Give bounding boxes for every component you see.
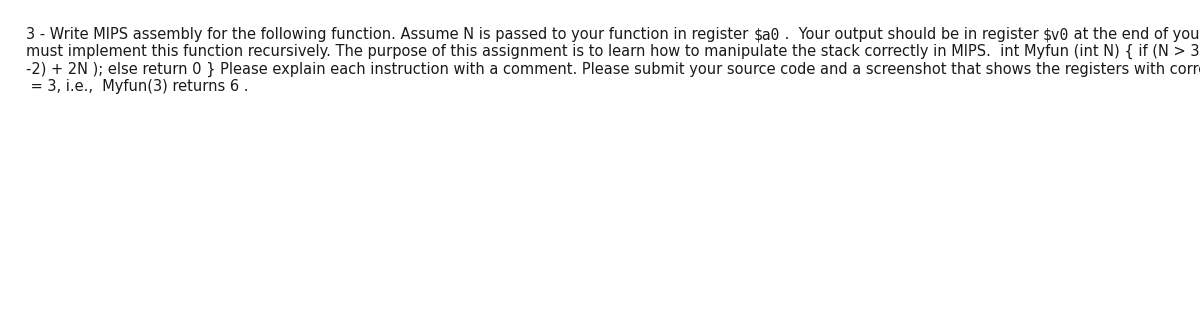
- Text: $a0: $a0: [754, 27, 780, 42]
- Text: $v0: $v0: [1043, 27, 1069, 42]
- Text: at the end of your function. Note: You: at the end of your function. Note: You: [1069, 27, 1200, 42]
- Text: .  Your output should be in register: . Your output should be in register: [780, 27, 1043, 42]
- Text: = 3, i.e.,  Myfun(3) returns 6 .: = 3, i.e., Myfun(3) returns 6 .: [26, 79, 248, 94]
- Text: must implement this function recursively. The purpose of this assignment is to l: must implement this function recursively…: [26, 44, 1200, 59]
- Text: 3 - Write MIPS assembly for the following function. Assume N is passed to your f: 3 - Write MIPS assembly for the followin…: [26, 27, 754, 42]
- Text: -2) + 2N ); else return 0 } Please explain each instruction with a comment. Plea: -2) + 2N ); else return 0 } Please expla…: [26, 61, 1200, 77]
